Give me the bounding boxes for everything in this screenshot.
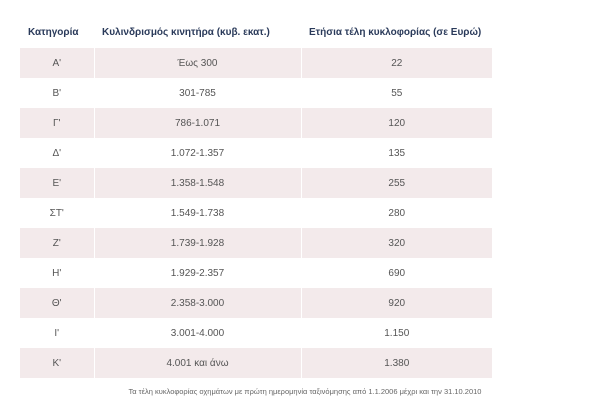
engine-capacity-cell: 1.929-2.357 xyxy=(93,258,301,288)
category-cell: Θ' xyxy=(20,288,94,318)
road-tax-table: Κατηγορία Κυλινδρισμός κινητήρα (κυβ. εκ… xyxy=(20,17,492,378)
engine-capacity-cell: 1.739-1.928 xyxy=(93,228,301,258)
category-cell: Η' xyxy=(52,267,62,279)
table-row: ΣΤ' 1.549-1.738 280 xyxy=(20,198,492,228)
annual-fee-cell: 320 xyxy=(300,228,492,258)
category-cell: Ζ' xyxy=(20,228,94,258)
table-row: Α' Έως 300 22 xyxy=(20,48,492,78)
table-row: Η' 1.929-2.357 690 xyxy=(20,258,492,288)
engine-capacity-cell: 4.001 και άνω xyxy=(93,348,301,378)
category-cell: Α' xyxy=(20,48,94,78)
engine-capacity-cell: 786-1.071 xyxy=(93,108,301,138)
annual-fee-cell: 920 xyxy=(300,288,492,318)
category-cell: Γ' xyxy=(20,108,94,138)
engine-capacity-cell: Έως 300 xyxy=(93,48,301,78)
category-cell: ΣΤ' xyxy=(49,207,64,219)
road-tax-table-container: Κατηγορία Κυλινδρισμός κινητήρα (κυβ. εκ… xyxy=(20,17,492,378)
engine-capacity-cell: 3.001-4.000 xyxy=(93,318,301,348)
table-row: Ζ' 1.739-1.928 320 xyxy=(20,228,492,258)
annual-fee-cell: 280 xyxy=(300,198,492,228)
table-row: Γ' 786-1.071 120 xyxy=(20,108,492,138)
engine-capacity-cell: 301-785 xyxy=(93,78,301,108)
category-cell: Κ' xyxy=(20,348,94,378)
engine-capacity-cell: 1.358-1.548 xyxy=(93,168,301,198)
engine-capacity-cell: 1.549-1.738 xyxy=(93,198,301,228)
header-engine-capacity: Κυλινδρισμός κινητήρα (κυβ. εκατ.) xyxy=(102,27,270,38)
annual-fee-cell: 120 xyxy=(300,108,492,138)
table-row: Β' 301-785 55 xyxy=(20,78,492,108)
table-row: Ε' 1.358-1.548 255 xyxy=(20,168,492,198)
engine-capacity-cell: 2.358-3.000 xyxy=(93,288,301,318)
category-cell: Ε' xyxy=(20,168,94,198)
category-cell: Β' xyxy=(52,87,62,99)
table-row: Κ' 4.001 και άνω 1.380 xyxy=(20,348,492,378)
annual-fee-cell: 255 xyxy=(300,168,492,198)
category-cell: Δ' xyxy=(52,147,62,159)
annual-fee-cell: 22 xyxy=(300,48,492,78)
table-caption: Τα τέλη κυκλοφορίας οχημάτων με πρώτη ημ… xyxy=(128,387,482,396)
annual-fee-cell: 1.380 xyxy=(300,348,492,378)
table-row: Δ' 1.072-1.357 135 xyxy=(20,138,492,168)
category-cell: Ι' xyxy=(54,327,60,339)
header-annual-fee: Ετήσια τέλη κυκλοφορίας (σε Ευρώ) xyxy=(309,27,482,38)
annual-fee-cell: 135 xyxy=(300,138,492,168)
engine-capacity-cell: 1.072-1.357 xyxy=(93,138,301,168)
annual-fee-cell: 55 xyxy=(300,78,492,108)
annual-fee-cell: 690 xyxy=(300,258,492,288)
table-header: Κατηγορία Κυλινδρισμός κινητήρα (κυβ. εκ… xyxy=(20,17,492,48)
table-row: Ι' 3.001-4.000 1.150 xyxy=(20,318,492,348)
annual-fee-cell: 1.150 xyxy=(300,318,492,348)
header-category: Κατηγορία xyxy=(28,27,79,38)
table-row: Θ' 2.358-3.000 920 xyxy=(20,288,492,318)
